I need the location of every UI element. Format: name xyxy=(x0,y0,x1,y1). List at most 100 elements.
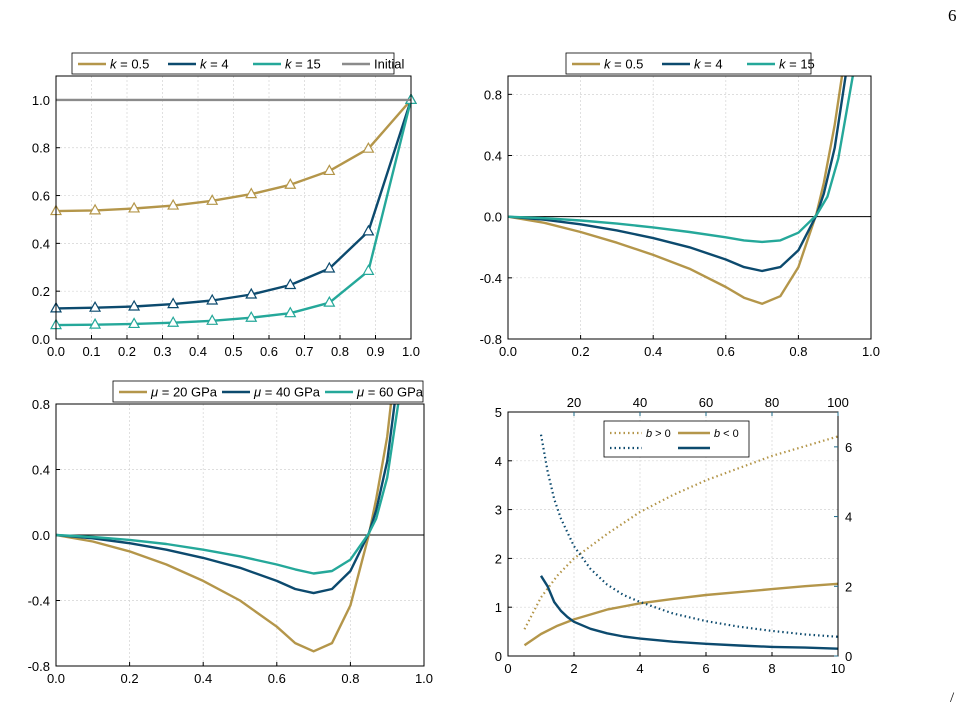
x-tick-label: 0.4 xyxy=(189,344,207,359)
x-tick-label: 8 xyxy=(768,661,775,676)
y-tick-label: 0.0 xyxy=(32,332,50,347)
right-y-tick-label: 2 xyxy=(845,579,852,594)
y-tick-label: -0.4 xyxy=(28,594,50,609)
x-tick-label: 1.0 xyxy=(415,671,433,686)
data-point-marker xyxy=(167,297,180,309)
legend-label: k = 4 xyxy=(200,57,229,72)
data-point-marker xyxy=(206,314,219,325)
x-tick-label: 0.7 xyxy=(295,344,313,359)
x-tick-label: 0.0 xyxy=(47,671,65,686)
x-tick-label: 0.0 xyxy=(47,344,65,359)
y-tick-label: 1 xyxy=(495,600,502,615)
series-line-0 xyxy=(523,435,838,630)
data-point-marker xyxy=(167,316,180,327)
legend-box xyxy=(71,52,395,75)
x-tick-label: 0.1 xyxy=(82,344,100,359)
legend-label: μ = 60 GPa xyxy=(356,385,424,400)
x-tick-label: 0.4 xyxy=(644,344,662,359)
x-tick-label: 0.3 xyxy=(153,344,171,359)
x-tick-label: 0.6 xyxy=(260,344,278,359)
legend-box xyxy=(603,420,750,458)
data-point-marker xyxy=(284,178,297,189)
data-point-marker xyxy=(245,310,258,322)
series-line-1 xyxy=(56,404,396,595)
top-x-tick-label: 80 xyxy=(765,395,779,410)
legend-label: b > 0 xyxy=(646,428,671,440)
y-tick-label: 5 xyxy=(495,405,502,420)
panel-a: 0.0 0.1 0.2 0.3 0.4 0.5 0.6 0.7 0.8 0.9 1.0 0.0 0.2 0… xyxy=(32,52,420,359)
series-line-0 xyxy=(56,99,411,213)
x-tick-label: 0.6 xyxy=(717,344,735,359)
y-tick-label: 0.2 xyxy=(32,284,50,299)
y-tick-label: 4 xyxy=(495,454,502,469)
data-point-marker xyxy=(323,295,336,307)
legend-label: b < 0 xyxy=(714,428,739,440)
legend: k = 0.5 k = 4 k = 15 xyxy=(565,52,815,75)
data-point-marker xyxy=(245,287,258,299)
data-point-marker xyxy=(89,317,102,329)
x-tick-label: 6 xyxy=(702,661,709,676)
y-tick-label: 0.0 xyxy=(32,528,50,543)
data-point-marker xyxy=(128,317,141,329)
corner-mark: / xyxy=(950,690,955,706)
series-line-1 xyxy=(523,582,838,647)
legend-label: k = 15 xyxy=(779,57,815,72)
legend-label: k = 0.5 xyxy=(604,57,643,72)
y-tick-label: 0.8 xyxy=(32,397,50,412)
data-point-marker xyxy=(206,293,219,305)
x-tick-label: 0.4 xyxy=(194,671,212,686)
x-tick-label: 4 xyxy=(636,661,643,676)
x-tick-label: 10 xyxy=(831,661,845,676)
y-tick-label: -0.4 xyxy=(480,271,502,286)
data-point-marker xyxy=(128,299,141,311)
y-tick-label: 0.0 xyxy=(484,210,502,225)
legend: μ = 20 GPa μ = 40 GPa μ = 60 GPa xyxy=(112,380,424,403)
legend: k = 0.5 k = 4 k = 15 Initial xyxy=(71,52,404,75)
series-line-2 xyxy=(56,404,400,575)
series-line-1 xyxy=(56,99,411,310)
x-tick-label: 0 xyxy=(504,661,511,676)
y-tick-label: 2 xyxy=(495,551,502,566)
legend-label: Initial xyxy=(374,57,404,72)
x-tick-label: 0.2 xyxy=(121,671,139,686)
series-line-1 xyxy=(508,76,847,273)
panel-b: 0.0 0.2 0.4 0.6 0.8 1.0 -0.8 -0.4 0.0 0.4 0.8 k = 0… xyxy=(480,52,880,359)
x-tick-label: 0.9 xyxy=(366,344,384,359)
y-tick-label: 0.8 xyxy=(32,141,50,156)
plot-frame xyxy=(55,403,425,667)
y-tick-label: 1.0 xyxy=(32,93,50,108)
x-tick-label: 0.2 xyxy=(118,344,136,359)
x-tick-label: 0.0 xyxy=(499,344,517,359)
y-tick-label: 0 xyxy=(495,649,502,664)
y-tick-label: 0.8 xyxy=(484,87,502,102)
right-y-tick-label: 6 xyxy=(845,440,852,455)
y-tick-label: 3 xyxy=(495,503,502,518)
data-point-marker xyxy=(167,198,180,210)
y-tick-label: 0.4 xyxy=(484,149,502,164)
panel-c: 0.0 0.2 0.4 0.6 0.8 1.0 -0.8 -0.4 0.0 0.4 0.8 μ = 2… xyxy=(28,380,433,686)
x-tick-label: 0.8 xyxy=(789,344,807,359)
data-point-marker xyxy=(206,194,219,205)
y-tick-label: 0.4 xyxy=(32,236,50,251)
x-tick-label: 0.5 xyxy=(224,344,242,359)
data-point-marker xyxy=(284,306,297,318)
x-tick-label: 0.6 xyxy=(268,671,286,686)
series-line-3 xyxy=(539,575,838,650)
top-x-tick-label: 100 xyxy=(827,395,849,410)
top-x-tick-label: 20 xyxy=(567,395,581,410)
legend-box xyxy=(112,380,424,403)
data-point-marker xyxy=(323,261,336,273)
y-tick-label: -0.8 xyxy=(480,332,502,347)
plot-frame xyxy=(55,75,412,340)
series-line-0 xyxy=(56,404,393,653)
series-line-2 xyxy=(56,99,411,327)
y-tick-label: 0.6 xyxy=(32,189,50,204)
x-tick-label: 2 xyxy=(570,661,577,676)
series-line-2 xyxy=(508,76,854,244)
x-tick-label: 0.2 xyxy=(572,344,590,359)
legend: b > 0 b < 0 xyxy=(603,420,750,458)
y-tick-label: -0.8 xyxy=(28,659,50,674)
x-tick-label: 0.8 xyxy=(341,671,359,686)
y-tick-label: 0.4 xyxy=(32,463,50,478)
